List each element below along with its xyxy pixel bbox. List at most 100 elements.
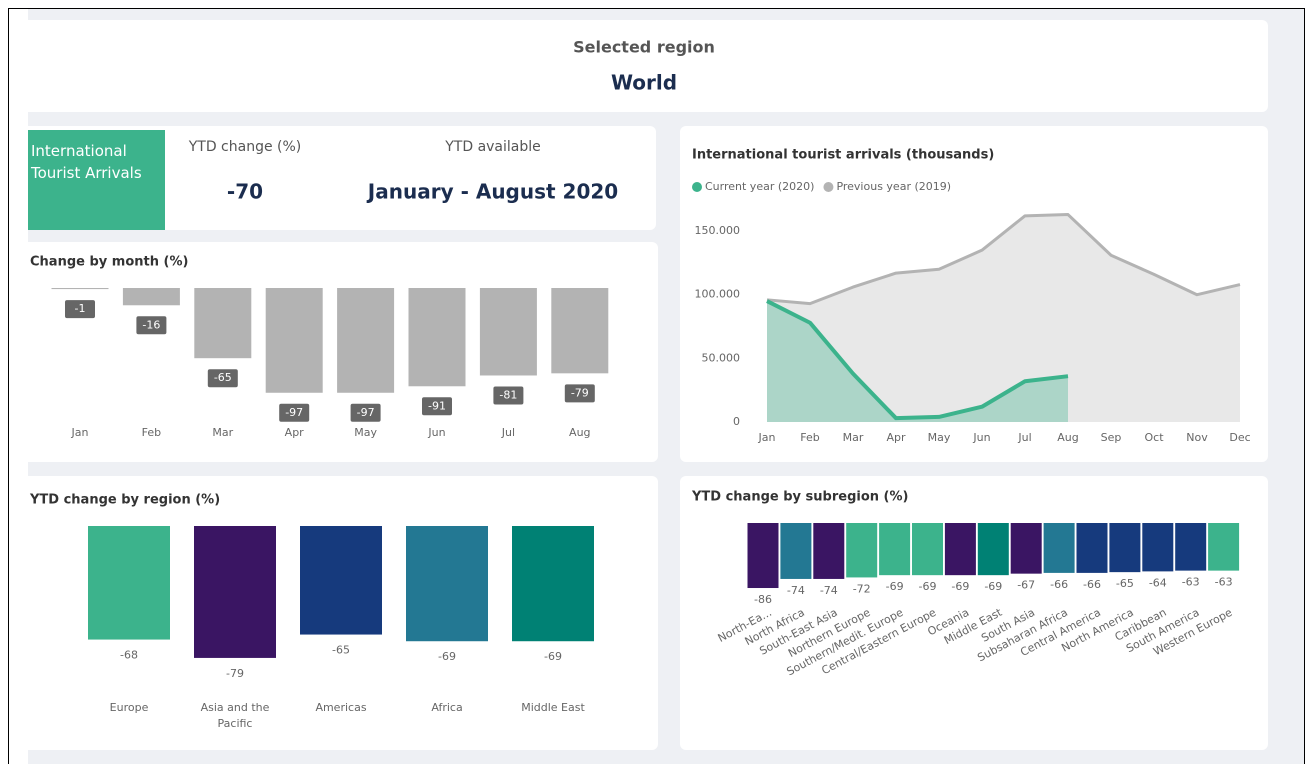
data-label: -69: [984, 580, 1002, 593]
data-label: -16: [142, 318, 160, 331]
x-tick-label-box: Asia and the Pacific: [200, 701, 270, 730]
area: [767, 301, 1068, 422]
data-label-bg: [564, 384, 595, 403]
data-label: -74: [787, 584, 805, 597]
kpi-caption: YTD available: [444, 139, 541, 155]
data-label: -63: [1215, 576, 1233, 589]
bar: [879, 523, 911, 576]
data-label: -67: [1017, 579, 1035, 592]
x-tick-label: Jun: [972, 431, 990, 444]
x-tick-label: Europe: [109, 701, 149, 714]
x-tick-label: Jul: [1017, 431, 1031, 444]
bar: [406, 526, 488, 642]
x-tick-label: Apr: [285, 426, 305, 439]
bar: [780, 523, 812, 579]
header-value: World: [611, 71, 677, 95]
data-label-bg: [493, 386, 524, 405]
x-tick-label: Oct: [1144, 431, 1164, 444]
data-label: -79: [226, 667, 244, 680]
data-label: -65: [1116, 577, 1134, 590]
data-label-bg: [136, 316, 167, 335]
header-label: Selected region: [573, 38, 715, 57]
chart-title: Change by month (%): [30, 255, 188, 270]
card: [20, 126, 656, 230]
kpi-value: January - August 2020: [366, 180, 618, 204]
x-tick-label: Jul: [501, 426, 515, 439]
x-tick-label: Jan: [71, 426, 89, 439]
bar: [747, 523, 779, 589]
area: [767, 214, 1240, 422]
chart-title: YTD change by region (%): [29, 493, 220, 508]
x-tick-label: Sep: [1101, 431, 1122, 444]
data-label: -64: [1149, 576, 1167, 589]
data-label: -86: [754, 593, 772, 606]
data-label: -69: [544, 650, 562, 663]
x-tick-label: Dec: [1229, 431, 1250, 444]
x-tick-label: Nov: [1186, 431, 1208, 444]
data-label: -69: [951, 580, 969, 593]
bar: [846, 523, 878, 578]
x-tick-label: Feb: [800, 431, 819, 444]
bar: [265, 288, 323, 393]
card: [680, 126, 1268, 462]
data-label: -97: [285, 406, 303, 419]
x-tick-label: Feb: [142, 426, 161, 439]
data-label: -69: [919, 580, 937, 593]
y-tick-label: 50.000: [702, 351, 741, 364]
data-label-bg: [279, 403, 310, 422]
bar: [813, 523, 845, 579]
x-tick-label: Apr: [886, 431, 906, 444]
x-tick-label-box: Africa: [431, 701, 463, 714]
x-tick-label: Aug: [1057, 431, 1078, 444]
bar: [337, 288, 395, 393]
bar: [551, 288, 609, 374]
bar: [1142, 523, 1174, 572]
data-label: -81: [499, 388, 517, 401]
legend-marker: [692, 182, 702, 192]
line: [766, 213, 1241, 306]
bar: [977, 523, 1009, 576]
bar: [1208, 523, 1240, 571]
legend-label: Previous year (2019): [836, 180, 951, 193]
bar: [1043, 523, 1075, 573]
bar: [944, 523, 976, 576]
data-label-bg: [350, 403, 381, 422]
x-tick-label: Americas: [315, 701, 367, 714]
data-label: -74: [820, 584, 838, 597]
data-label: -68: [120, 649, 138, 662]
y-tick-label: 100.000: [695, 288, 741, 301]
y-tick-label: 0: [733, 415, 740, 428]
card: [20, 20, 1268, 112]
x-tick-label: Asia and the Pacific: [200, 701, 270, 730]
x-tick-label: Mar: [212, 426, 233, 439]
kpi-label: International Tourist Arrivals: [31, 142, 142, 182]
data-label: -79: [571, 386, 589, 399]
data-label-bg: [207, 369, 238, 388]
kpi-label-box: International Tourist Arrivals: [31, 142, 142, 182]
bar: [479, 288, 537, 376]
bar: [912, 523, 943, 576]
bar: [51, 288, 109, 290]
x-tick-label: Africa: [431, 701, 463, 714]
data-label-bg: [65, 300, 95, 319]
bar: [1109, 523, 1141, 573]
data-label: -69: [438, 650, 456, 663]
legend-label: Current year (2020): [705, 180, 814, 193]
chart-title: YTD change by subregion (%): [691, 490, 908, 505]
x-tick-label: Jan: [758, 431, 776, 444]
data-label: -66: [1083, 578, 1101, 591]
data-label: -63: [1182, 576, 1200, 589]
x-tick-label: Aug: [569, 426, 590, 439]
bar: [512, 526, 594, 642]
x-tick-label-box: Middle East: [521, 701, 585, 714]
x-tick-label-box: Europe: [109, 701, 149, 714]
x-tick-label-box: Americas: [315, 701, 367, 714]
data-label: -97: [357, 406, 375, 419]
data-label: -65: [332, 644, 350, 657]
x-tick-label: Mar: [843, 431, 864, 444]
kpi-caption: YTD change (%): [188, 139, 302, 155]
legend-marker: [823, 182, 834, 192]
bar: [194, 288, 252, 359]
x-tick-label: Jun: [427, 426, 445, 439]
